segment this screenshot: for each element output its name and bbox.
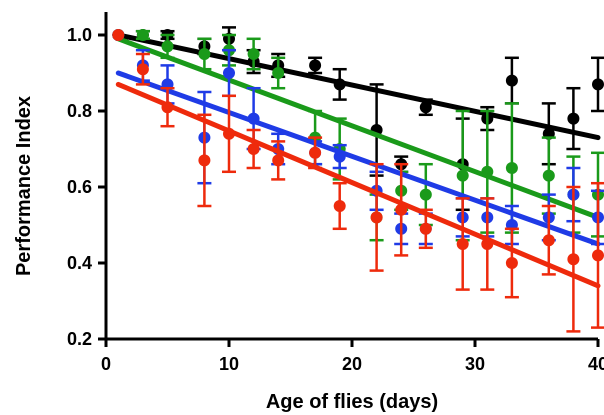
data-point bbox=[247, 48, 260, 60]
data-point bbox=[419, 188, 432, 201]
x-tick-label: 20 bbox=[342, 354, 362, 374]
data-point bbox=[136, 63, 149, 76]
y-tick-label: 0.4 bbox=[67, 253, 92, 273]
data-point bbox=[198, 48, 211, 60]
x-tick-label: 10 bbox=[219, 354, 239, 374]
data-point bbox=[247, 143, 260, 155]
data-point bbox=[456, 238, 469, 250]
y-tick-label: 0.8 bbox=[67, 101, 92, 121]
data-point bbox=[592, 249, 604, 262]
plot-area bbox=[112, 26, 604, 333]
data-point bbox=[309, 59, 322, 72]
data-point bbox=[136, 29, 149, 41]
fit-line bbox=[115, 81, 601, 289]
data-point bbox=[456, 169, 469, 182]
fit-line bbox=[115, 32, 601, 141]
series-1 bbox=[112, 29, 604, 242]
data-point bbox=[370, 211, 383, 224]
data-point bbox=[419, 222, 432, 235]
data-point bbox=[542, 169, 555, 182]
data-point bbox=[505, 74, 518, 87]
data-point bbox=[592, 78, 604, 91]
y-tick-label: 0.6 bbox=[67, 177, 92, 197]
data-point bbox=[505, 162, 518, 174]
data-point bbox=[223, 67, 235, 79]
data-point bbox=[112, 29, 125, 41]
data-point bbox=[198, 154, 211, 167]
data-point bbox=[161, 40, 174, 53]
data-point bbox=[419, 101, 432, 114]
series-2 bbox=[112, 29, 604, 247]
data-point bbox=[309, 146, 322, 159]
data-point bbox=[505, 257, 518, 269]
series-3 bbox=[112, 29, 604, 333]
x-tick-label: 40 bbox=[588, 354, 604, 374]
fit-line bbox=[115, 36, 601, 220]
x-axis-label: Age of flies (days) bbox=[266, 391, 438, 413]
data-point bbox=[542, 234, 555, 247]
y-tick-label: 0.2 bbox=[67, 329, 92, 349]
data-point bbox=[272, 154, 285, 167]
fit-line bbox=[115, 70, 601, 247]
data-point bbox=[567, 253, 580, 266]
axes: 0 10 20 30 40 0.2 0.4 0.6 0.8 1.0 bbox=[67, 12, 604, 374]
data-point bbox=[567, 112, 580, 125]
y-axis-label: Performance Index bbox=[13, 96, 35, 276]
y-tick-label: 1.0 bbox=[67, 25, 92, 45]
data-point bbox=[272, 67, 285, 79]
x-tick-label: 0 bbox=[101, 354, 111, 374]
data-point bbox=[333, 200, 346, 212]
x-tick-label: 30 bbox=[465, 354, 485, 374]
